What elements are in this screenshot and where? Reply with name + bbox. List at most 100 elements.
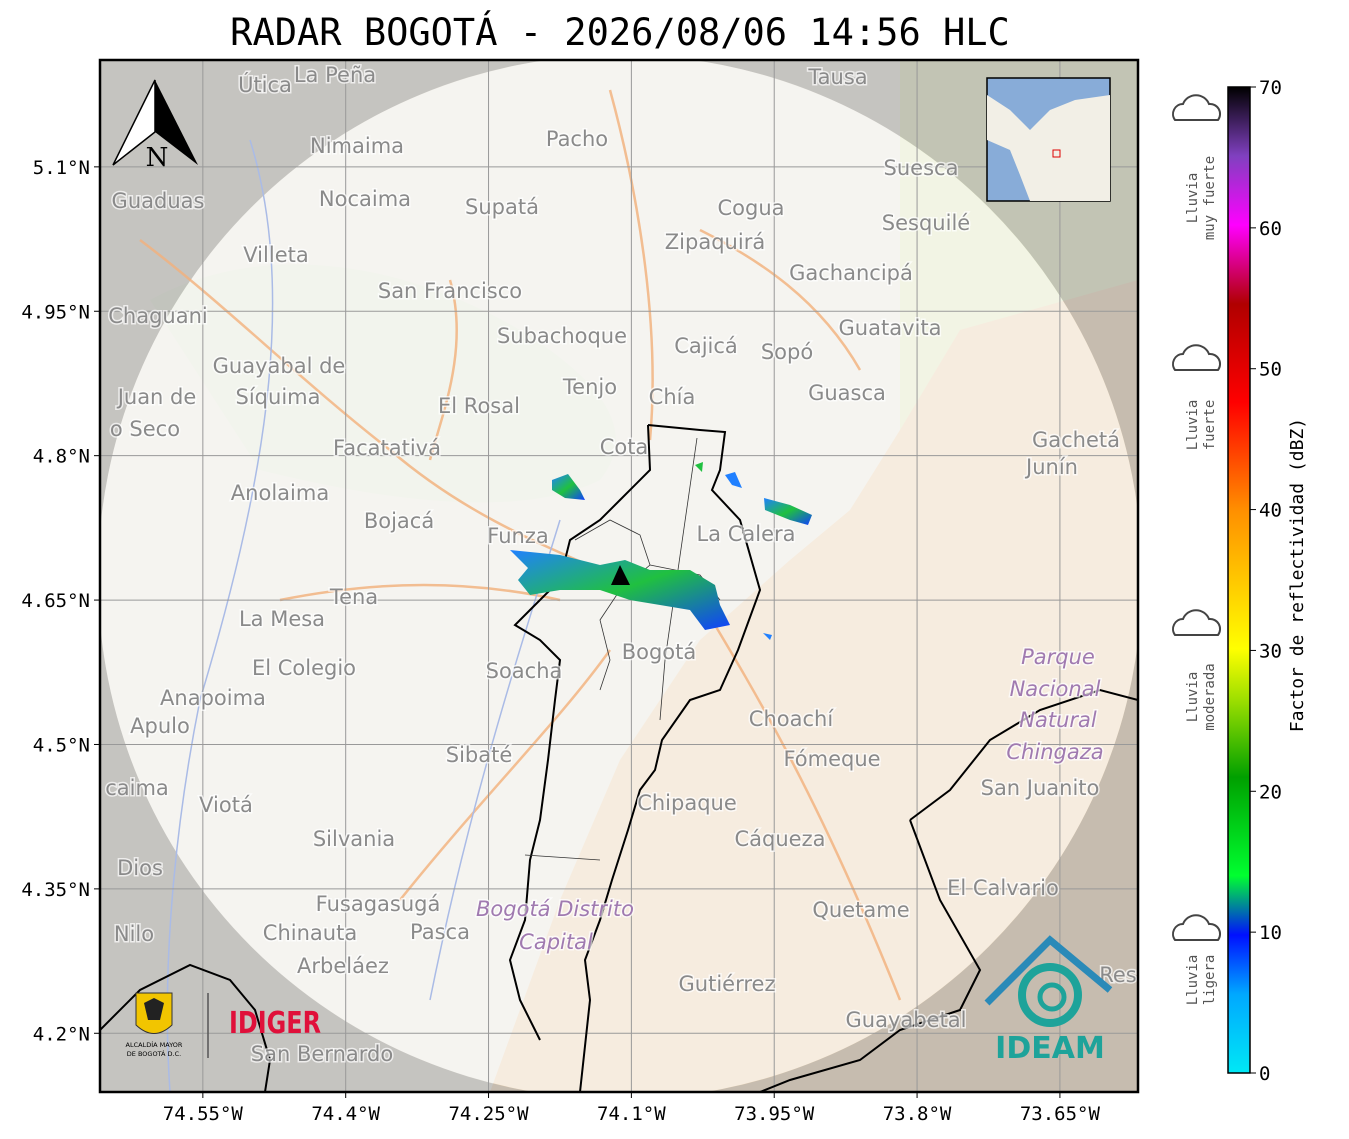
alcaldia-line: DE BOGOTÁ D.C. — [127, 1049, 181, 1058]
cloud-icon — [1172, 609, 1221, 636]
rain-class-label: Lluvia — [1185, 400, 1201, 451]
place-label: Villeta — [243, 243, 308, 267]
place-label: Pasca — [410, 920, 470, 944]
place-label: Gachetá — [1032, 428, 1120, 452]
place-label: Subachoque — [497, 324, 627, 348]
x-tick-label: 74.55°W — [163, 1103, 244, 1125]
logo-ideam: IDEAM — [984, 935, 1113, 1066]
place-label: La Calera — [696, 522, 795, 546]
rain-class-label: Lluvia — [1185, 173, 1201, 224]
y-tick-label: 4.35°N — [21, 879, 90, 901]
place-label: Guaduas — [112, 189, 205, 213]
place-label: Cáqueza — [735, 827, 826, 851]
place-label: Soacha — [486, 659, 563, 683]
logo-alcaldia: ALCALDÍA MAYOR DE BOGOTÁ D.C. IDIGER — [126, 992, 321, 1058]
place-label: Choachí — [749, 707, 835, 731]
cloud-icon — [1172, 344, 1221, 371]
place-label: Tena — [329, 585, 378, 609]
place-label: Chipaque — [637, 791, 737, 815]
colorbar-tick-label: 40 — [1259, 500, 1282, 522]
place-label: Junín — [1024, 455, 1078, 479]
colorbar-tick-label: 70 — [1259, 77, 1282, 99]
place-label: Facatativá — [333, 436, 441, 460]
park-label: Nacional — [1010, 677, 1101, 701]
boundaries — [100, 424, 1138, 1092]
rain-class: Lluvia fuerte — [1172, 344, 1221, 451]
place-label: Pacho — [546, 127, 608, 151]
place-label: Zipaquirá — [665, 230, 765, 254]
idiger-logo: IDIGER — [229, 1006, 321, 1041]
place-labels: Útica La Peña Tausa Pacho Nimaima Suesca Guadu… — [104, 62, 1138, 1068]
place-label: El Colegio — [252, 656, 356, 680]
place-label: Chinauta — [263, 921, 357, 945]
place-label: Cajicá — [674, 334, 738, 358]
rain-class-label: Lluvia — [1185, 955, 1201, 1006]
place-label: Guasca — [808, 381, 886, 405]
graticule — [100, 60, 1138, 1092]
colorbar-tick-label: 10 — [1259, 922, 1282, 944]
park-label: Bogotá Distrito — [476, 897, 634, 921]
colorbar-tick-label: 30 — [1259, 640, 1282, 662]
place-label: Supatá — [465, 195, 539, 219]
place-label: El Rosal — [438, 394, 520, 418]
place-label: Funza — [487, 524, 548, 548]
place-label: Útica — [238, 72, 292, 97]
place-label: La Mesa — [239, 607, 325, 631]
cloud-icon — [1172, 914, 1221, 941]
place-label: Gachancipá — [789, 261, 913, 285]
place-label: Bojacá — [364, 509, 434, 533]
colorbar-scale — [1227, 86, 1251, 1074]
radar-echoes — [510, 462, 812, 640]
colorbar-label: Factor de reflectividad (dBZ) — [1287, 418, 1308, 732]
place-label: San Juanito — [981, 776, 1100, 800]
north-arrow: N — [112, 79, 198, 173]
place-label: Fusagasugá — [316, 892, 441, 916]
park-label: Natural — [1019, 708, 1097, 732]
map-frame — [98, 58, 1140, 1094]
rain-class-label: fuerte — [1202, 400, 1218, 451]
map: Útica La Peña Tausa Pacho Nimaima Suesca Guadu… — [100, 60, 1138, 1092]
place-label: Viotá — [199, 793, 253, 817]
y-tick-label: 4.65°N — [21, 590, 90, 612]
rain-class-label: moderada — [1202, 663, 1218, 730]
place-label: Cogua — [717, 196, 784, 220]
place-label: Juan de — [116, 385, 197, 409]
x-tick-label: 74.1°W — [597, 1103, 666, 1125]
colorbar-tick-label: 20 — [1259, 781, 1282, 803]
place-label: San Bernardo — [251, 1042, 393, 1066]
rain-class-label: ligera — [1202, 955, 1218, 1006]
place-label: Anolaima — [231, 481, 329, 505]
place-label: Tenjo — [562, 375, 617, 399]
colorbar-tick-label: 60 — [1259, 218, 1282, 240]
x-tick-label: 74.4°W — [311, 1103, 380, 1125]
roads — [139, 89, 902, 1001]
x-tick-label: 73.8°W — [883, 1103, 952, 1125]
x-tick-label: 74.25°W — [448, 1103, 529, 1125]
place-label: Chaguani — [108, 304, 208, 328]
y-tick-label: 4.8°N — [33, 446, 90, 468]
alcaldia-line: ALCALDÍA MAYOR — [126, 1040, 183, 1049]
colorbar-tick-label: 50 — [1259, 359, 1282, 381]
place-label: Silvania — [313, 827, 395, 851]
park-label: Parque — [1021, 645, 1095, 669]
place-label: Arbeláez — [297, 954, 389, 978]
radar-site — [611, 565, 630, 585]
y-tick-label: 4.5°N — [33, 734, 90, 756]
place-label: Sibaté — [446, 743, 513, 767]
x-tick-label: 73.95°W — [734, 1103, 815, 1125]
place-label: Anapoima — [160, 686, 266, 710]
place-label: San Francisco — [378, 279, 522, 303]
place-label: Dios — [117, 856, 163, 880]
place-label: Gutiérrez — [679, 972, 776, 996]
rain-class-label: muy fuerte — [1202, 156, 1218, 240]
place-label: Nocaima — [319, 187, 411, 211]
place-label: Chía — [649, 385, 696, 409]
title: RADAR BOGOTÁ - 2026/08/06 14:56 HLC — [230, 10, 1010, 54]
place-label: Guatavita — [839, 316, 942, 340]
colorbar-tick-label: 0 — [1259, 1063, 1270, 1085]
place-label: Tausa — [807, 65, 867, 89]
place-label: Cota — [600, 435, 649, 459]
place-label: Sopó — [761, 340, 813, 364]
